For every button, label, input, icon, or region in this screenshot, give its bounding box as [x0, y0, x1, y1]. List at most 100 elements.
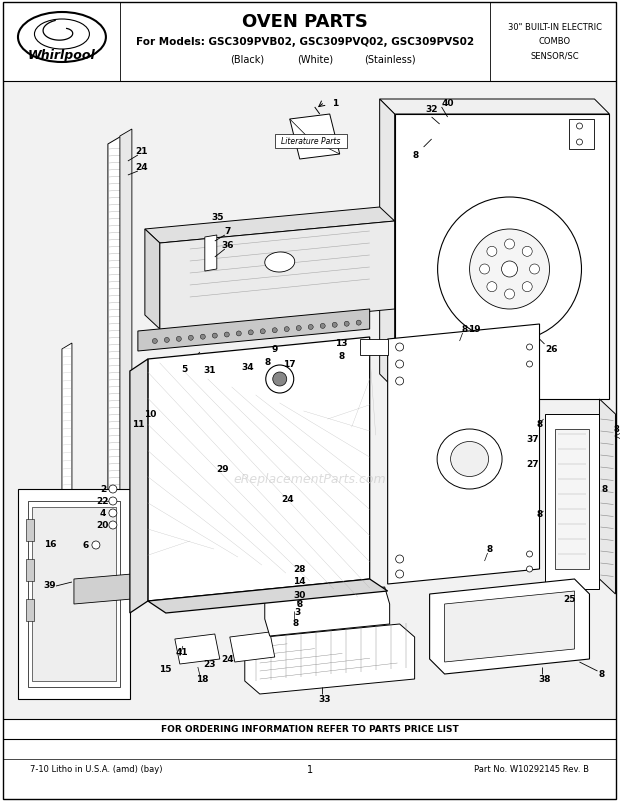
Polygon shape: [395, 115, 609, 399]
Text: (White): (White): [296, 55, 333, 65]
Bar: [26, 599, 34, 622]
Polygon shape: [544, 415, 600, 589]
Text: FOR ORDERING INFORMATION REFER TO PARTS PRICE LIST: FOR ORDERING INFORMATION REFER TO PARTS …: [161, 724, 459, 734]
Text: 7-10 Litho in U.S.A. (amd) (bay): 7-10 Litho in U.S.A. (amd) (bay): [30, 764, 162, 774]
Polygon shape: [120, 130, 132, 532]
Circle shape: [526, 566, 533, 573]
Circle shape: [469, 229, 549, 310]
Polygon shape: [430, 579, 590, 674]
Circle shape: [109, 497, 117, 505]
Text: 8: 8: [536, 510, 542, 519]
Circle shape: [236, 331, 241, 337]
Circle shape: [308, 325, 313, 330]
Polygon shape: [175, 634, 220, 664]
Text: 9: 9: [272, 345, 278, 354]
Circle shape: [212, 334, 217, 338]
Text: 13: 13: [335, 339, 348, 348]
Bar: [26, 559, 34, 581]
Text: 8: 8: [598, 670, 604, 678]
Polygon shape: [130, 359, 148, 614]
Circle shape: [142, 423, 154, 435]
Circle shape: [522, 282, 532, 292]
Text: 24: 24: [281, 495, 294, 504]
Text: 35: 35: [211, 213, 224, 222]
Text: 8: 8: [293, 618, 299, 628]
Polygon shape: [74, 574, 132, 604]
Circle shape: [505, 240, 515, 249]
Text: 8: 8: [614, 425, 619, 434]
Circle shape: [396, 378, 404, 386]
Text: 1: 1: [307, 764, 312, 774]
Text: 34: 34: [241, 363, 254, 372]
Circle shape: [109, 521, 117, 529]
Text: 32: 32: [425, 105, 438, 115]
Text: 22: 22: [97, 497, 109, 506]
Text: 8: 8: [265, 358, 271, 367]
Text: 30: 30: [293, 591, 306, 600]
Text: 8: 8: [296, 600, 303, 609]
Bar: [26, 520, 34, 541]
Polygon shape: [62, 343, 72, 565]
Bar: [554, 429, 590, 569]
Circle shape: [480, 265, 490, 274]
Bar: [360, 339, 388, 355]
Circle shape: [438, 198, 582, 342]
Circle shape: [502, 261, 518, 277]
Polygon shape: [145, 229, 160, 330]
Polygon shape: [148, 579, 388, 614]
Polygon shape: [290, 115, 340, 160]
Circle shape: [200, 334, 205, 340]
Text: 24: 24: [136, 164, 148, 172]
Text: 39: 39: [43, 581, 56, 589]
Text: 26: 26: [545, 345, 558, 354]
Bar: [275, 135, 347, 149]
Text: 8: 8: [487, 545, 493, 554]
Polygon shape: [18, 489, 130, 699]
Text: 29: 29: [216, 465, 229, 474]
Text: 8: 8: [536, 420, 542, 429]
Polygon shape: [379, 100, 609, 115]
Text: 11: 11: [131, 420, 144, 429]
Text: 16: 16: [43, 540, 56, 549]
Ellipse shape: [18, 13, 106, 63]
Polygon shape: [138, 310, 370, 351]
Text: 18: 18: [195, 674, 208, 683]
Text: 20: 20: [97, 520, 109, 530]
Text: 1: 1: [332, 99, 338, 107]
Text: 23: 23: [203, 660, 216, 669]
Polygon shape: [445, 591, 575, 662]
Text: 7: 7: [224, 227, 231, 237]
Polygon shape: [108, 135, 125, 539]
Circle shape: [158, 415, 166, 423]
Circle shape: [356, 321, 361, 326]
Circle shape: [92, 541, 100, 549]
Circle shape: [396, 343, 404, 351]
Polygon shape: [28, 501, 120, 687]
Text: 6: 6: [83, 541, 89, 550]
Text: 31: 31: [203, 366, 216, 375]
Circle shape: [273, 373, 286, 387]
Circle shape: [396, 361, 404, 369]
Circle shape: [505, 290, 515, 300]
Text: 24: 24: [221, 654, 234, 664]
Circle shape: [487, 282, 497, 292]
Circle shape: [248, 330, 254, 335]
Text: 25: 25: [563, 595, 576, 604]
Text: 36: 36: [221, 241, 234, 250]
Circle shape: [109, 509, 117, 517]
Ellipse shape: [437, 429, 502, 489]
Text: eReplacementParts.com: eReplacementParts.com: [233, 473, 386, 486]
Text: Part No. W10292145 Rev. B: Part No. W10292145 Rev. B: [474, 764, 590, 774]
Circle shape: [396, 570, 404, 578]
Circle shape: [526, 551, 533, 557]
Text: 17: 17: [283, 360, 296, 369]
Text: 30" BUILT-IN ELECTRIC: 30" BUILT-IN ELECTRIC: [508, 23, 601, 32]
Text: 19: 19: [468, 325, 481, 334]
Text: Whirlpool: Whirlpool: [28, 48, 96, 62]
Circle shape: [109, 485, 117, 493]
Text: 4: 4: [100, 508, 106, 518]
Text: 2: 2: [100, 485, 106, 494]
Circle shape: [529, 265, 539, 274]
Circle shape: [153, 339, 157, 344]
Circle shape: [577, 140, 582, 146]
